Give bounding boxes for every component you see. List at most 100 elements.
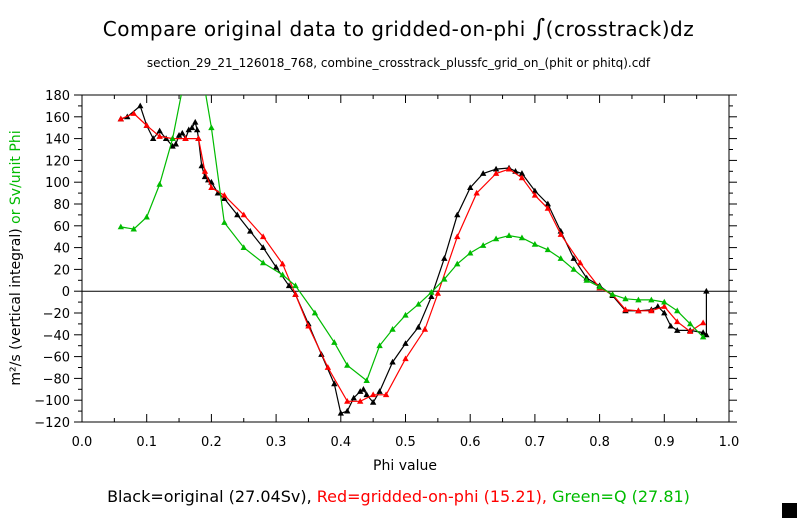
y-tick-label: −40: [43, 329, 70, 344]
data-point-original: [479, 170, 487, 176]
data-point-gridded-on-phi: [279, 260, 286, 267]
data-point-gridded-on-phi: [687, 328, 694, 334]
x-tick-label: 0.5: [395, 435, 416, 450]
data-point-gridded-on-phi: [208, 184, 215, 191]
data-point-original: [137, 102, 144, 109]
data-point-Q: [169, 135, 176, 141]
y-tick-label: 120: [45, 154, 70, 169]
legend-green: Green=Q (27.81): [552, 487, 690, 506]
y-tick-label: −60: [43, 351, 70, 366]
data-point-original: [179, 129, 186, 136]
y-tick-label: −120: [34, 416, 70, 431]
data-point-Q: [143, 213, 150, 220]
series-Q: [117, 87, 707, 383]
data-point-Q: [557, 255, 564, 261]
y-tick-label: −80: [43, 372, 70, 387]
x-tick-label: 0.1: [136, 435, 157, 450]
x-tick-label: 0.8: [589, 435, 610, 450]
data-point-original: [363, 391, 370, 398]
data-point-Q: [208, 124, 215, 131]
data-point-Q: [180, 87, 185, 92]
data-point-original: [331, 380, 338, 387]
y-axis-label: m²/s (vertical integral) or Sv/unit Phi: [8, 130, 24, 385]
data-point-Q: [402, 311, 409, 318]
data-point-gridded-on-phi: [369, 391, 377, 398]
data-point-original: [402, 340, 409, 346]
data-point-gridded-on-phi: [434, 290, 442, 296]
data-point-original: [376, 388, 383, 394]
data-point-Q: [454, 260, 461, 267]
data-point-gridded-on-phi: [699, 319, 707, 326]
data-point-Q: [544, 246, 552, 253]
x-tick-label: 0.9: [654, 435, 675, 450]
data-point-Q: [699, 333, 707, 340]
data-point-Q: [202, 87, 207, 92]
data-point-original: [201, 173, 209, 180]
data-point-original: [162, 135, 170, 141]
data-point-Q: [292, 282, 299, 289]
legend: Black=original (27.04Sv), Red=gridded-on…: [0, 487, 797, 506]
data-point-gridded-on-phi: [156, 133, 163, 139]
data-point-gridded-on-phi: [402, 355, 409, 362]
data-point-Q: [428, 288, 435, 295]
data-point-original: [703, 287, 710, 294]
data-point-Q: [531, 241, 539, 247]
y-tick-label: 80: [53, 198, 70, 213]
series-gridded-on-phi: [117, 110, 707, 404]
data-point-gridded-on-phi: [622, 306, 629, 313]
legend-red: Red=gridded-on-phi (15.21),: [316, 487, 553, 506]
data-point-gridded-on-phi: [421, 326, 429, 332]
x-tick-label: 0.4: [330, 435, 351, 450]
data-point-original: [149, 135, 157, 141]
data-point-Q: [156, 181, 163, 187]
data-point-original: [272, 263, 280, 270]
x-tick-label: 0.3: [266, 435, 287, 450]
data-point-original: [188, 124, 196, 131]
integral-symbol: ∫: [532, 14, 546, 42]
data-point-Q: [570, 266, 577, 272]
data-point-original: [285, 282, 293, 289]
data-point-Q: [376, 342, 383, 349]
data-point-gridded-on-phi: [117, 115, 124, 122]
data-point-Q: [492, 235, 500, 242]
y-tick-label: 20: [53, 263, 70, 278]
plot-frame: [81, 94, 730, 423]
data-point-Q: [344, 361, 351, 368]
data-point-gridded-on-phi: [195, 135, 202, 141]
data-point-gridded-on-phi: [492, 170, 500, 176]
y-tick-label: 0: [62, 285, 70, 300]
data-point-Q: [467, 249, 474, 256]
y-tick-label: 60: [53, 220, 70, 235]
data-point-gridded-on-phi: [544, 205, 552, 211]
data-point-gridded-on-phi: [505, 165, 513, 172]
data-point-Q: [415, 300, 422, 307]
legend-black: Black=original (27.04Sv),: [107, 487, 317, 506]
data-point-original: [198, 162, 205, 169]
x-tick-label: 0.6: [460, 435, 481, 450]
data-point-Q: [363, 377, 370, 383]
data-point-original: [467, 184, 474, 191]
y-tick-label: −100: [34, 394, 70, 409]
data-point-gridded-on-phi: [648, 307, 655, 314]
data-point-gridded-on-phi: [259, 233, 267, 240]
data-point-original: [703, 331, 710, 338]
data-point-Q: [221, 219, 228, 225]
series-line-original: [120, 104, 708, 415]
data-point-original: [247, 227, 254, 234]
x-tick-label: 1.0: [719, 435, 740, 450]
data-point-Q: [596, 283, 603, 290]
ticks: 0.0 0.1 0.2 0.3 0.4 0.5 0.6 0.7 0.8 0.9 1.0 180 160 1…: [34, 89, 739, 450]
data-point-gridded-on-phi: [577, 259, 584, 266]
data-point-Q: [311, 309, 319, 316]
data-point-Q: [259, 259, 267, 266]
data-point-gridded-on-phi: [518, 174, 526, 181]
data-point-original: [192, 118, 199, 125]
data-point-gridded-on-phi: [473, 189, 480, 196]
data-point-Q: [609, 291, 616, 297]
corner-square: [782, 503, 797, 518]
data-point-Q: [505, 232, 513, 239]
data-point-original: [441, 255, 448, 261]
data-point-original: [344, 407, 351, 414]
data-point-original: [369, 399, 377, 405]
